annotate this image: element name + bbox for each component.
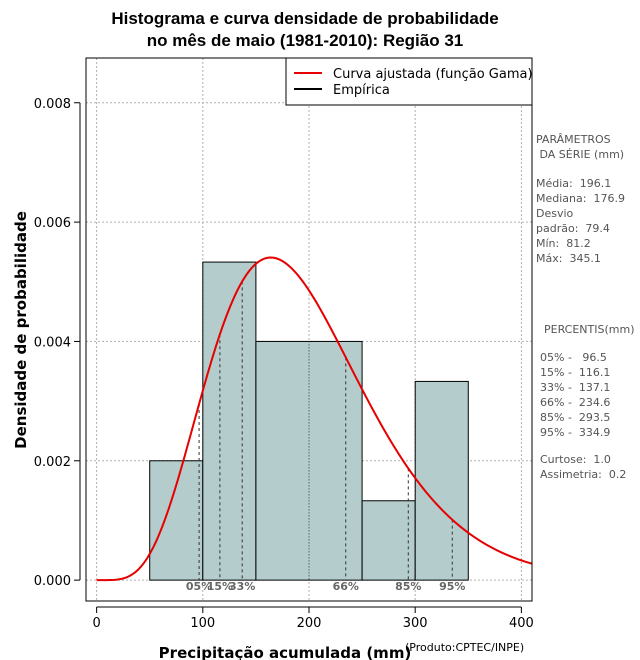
percentile-lines: 05%15%33% 66% 85% 95%: [186, 281, 465, 593]
histogram-bar: [361, 500, 416, 581]
percentile-label: 15%: [207, 580, 233, 593]
chart-title-line2: no mês de maio (1981-2010): Região 31: [146, 31, 464, 50]
percentile-label: 66%: [333, 580, 359, 593]
legend-label-empirica: Empírica: [333, 83, 390, 98]
y-tick-label: 0.006: [34, 216, 71, 231]
x-tick-label: 200: [297, 616, 322, 631]
histogram-bar: [149, 460, 204, 581]
histogram-bar: [202, 261, 257, 581]
percentile-label: 95%: [439, 580, 465, 593]
params-values: Média: 196.1 Mediana: 176.9 Desvio padrã…: [536, 177, 625, 265]
percentile-label: 33%: [229, 580, 255, 593]
percentile-label: 05%: [186, 580, 212, 593]
shape-stats: Curtose: 1.0 Assimetria: 0.2: [540, 453, 627, 481]
y-tick-label: 0.008: [34, 97, 71, 112]
y-tick-label: 0.000: [34, 574, 71, 589]
legend-box: [285, 57, 533, 106]
y-axis-label: Densidade de probabilidade: [12, 211, 30, 449]
y-tick-label: 0.002: [34, 455, 71, 470]
legend-label-curve: Curva ajustada (função Gama): [333, 67, 533, 82]
percentis-header: PERCENTIS(mm): [544, 323, 635, 336]
percentis-values: 05% - 96.5 15% - 116.1 33% - 137.1 66% -…: [540, 351, 611, 439]
histogram-bar: [414, 380, 469, 581]
x-tick-label: 0: [92, 616, 100, 631]
x-tick-label: 300: [403, 616, 428, 631]
credit-text: (Produto:CPTEC/INPE): [405, 641, 525, 654]
axes: 0 100 200 300 400 0.000 0.002 0.004 0.006 0.008: [34, 97, 534, 631]
chart-title-line1: Histograma e curva densidade de probabil…: [111, 9, 499, 28]
histogram-bars: [149, 261, 469, 581]
percentile-label: 85%: [395, 580, 421, 593]
y-tick-label: 0.004: [34, 335, 71, 350]
x-tick-label: 100: [190, 616, 215, 631]
gamma-curve-layer: [96, 256, 532, 582]
gamma-curve: [96, 256, 532, 582]
x-tick-label: 400: [509, 616, 534, 631]
x-axis-label: Precipitação acumulada (mm): [159, 644, 412, 660]
legend: Curva ajustada (função Gama) Empírica: [285, 57, 533, 106]
params-header: PARÂMETROS DA SÉRIE (mm): [536, 133, 625, 161]
